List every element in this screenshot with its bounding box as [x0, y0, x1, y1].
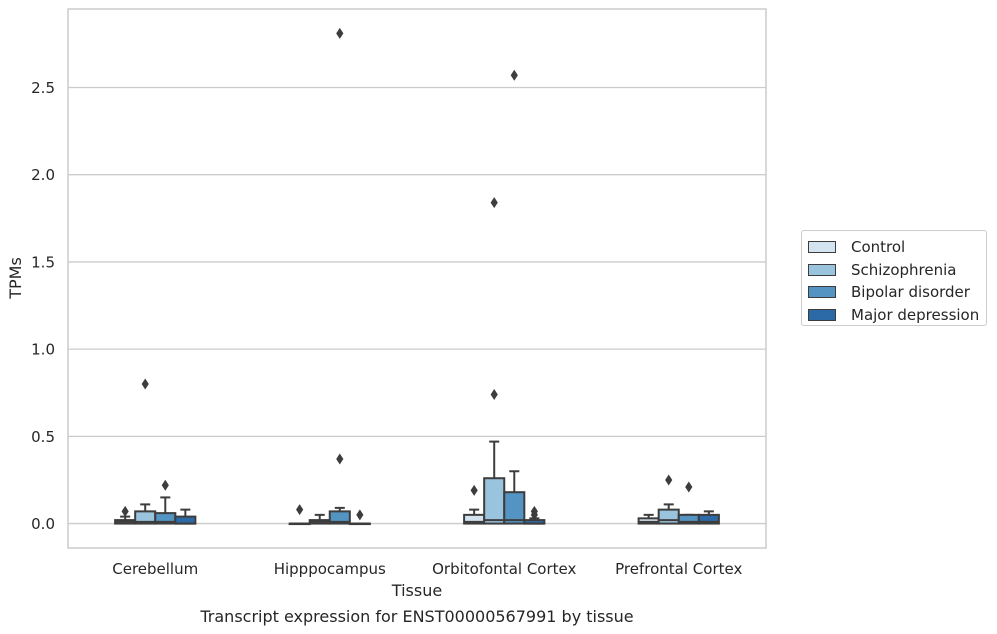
box-iqr: [503, 491, 526, 525]
legend-label-schizophrenia: Schizophrenia: [851, 260, 957, 279]
legend-item-major-depression: Major depression: [808, 304, 986, 327]
box-major-depression-prefrontal-cortex: [697, 510, 720, 525]
box-iqr: [483, 477, 506, 525]
box-major-depression-cerebellum: [174, 508, 197, 525]
box-bipolar-disorder-orbitofontal-cortex: [503, 69, 526, 525]
outlier-point: [161, 479, 169, 491]
box-control-hipppocampus: [288, 504, 311, 526]
box-iqr: [697, 513, 720, 525]
outlier-point: [665, 474, 673, 486]
plot-area-frame: [67, 8, 767, 549]
legend: Control Schizophrenia Bipolar disorder M…: [801, 230, 987, 326]
box-major-depression-orbitofontal-cortex: [523, 505, 546, 525]
legend-item-control: Control: [808, 236, 986, 259]
box-control-cerebellum: [114, 505, 137, 525]
box-schizophrenia-hipppocampus: [308, 513, 331, 525]
y-tick-label: 2.0: [31, 166, 55, 184]
legend-label-major-depression: Major depression: [851, 305, 980, 324]
legend-swatch-control: [808, 241, 836, 254]
y-tick-label: 0.0: [31, 515, 55, 533]
box-major-depression-hipppocampus: [348, 509, 371, 526]
outlier-point: [356, 509, 364, 521]
box-iqr: [657, 508, 680, 525]
legend-swatch-major-depression: [808, 308, 836, 321]
y-tick-label: 0.5: [31, 428, 55, 446]
box-control-prefrontal-cortex: [637, 513, 660, 525]
box-iqr: [174, 515, 197, 525]
x-tick-label: Cerebellum: [112, 560, 198, 578]
y-tick-labels: 0.0 0.5 1.0 1.5 2.0 2.5: [31, 79, 55, 533]
legend-swatch-bipolar-disorder: [808, 286, 836, 299]
y-tick-label: 2.5: [31, 79, 55, 97]
box-control-orbitofontal-cortex: [463, 484, 486, 525]
box-bipolar-disorder-prefrontal-cortex: [677, 481, 700, 525]
legend-swatch-schizophrenia: [808, 263, 836, 276]
y-axis-label: TPMs: [6, 257, 25, 300]
x-tick-labels: Cerebellum Hipppocampus Orbitofontal Corte…: [112, 560, 742, 578]
y-gridlines: [68, 86, 766, 525]
x-tick-label: Hipppocampus: [274, 560, 386, 578]
chart-title: Transcript expression for ENST0000056799…: [199, 607, 633, 626]
box-schizophrenia-cerebellum: [134, 378, 157, 525]
box-iqr: [328, 510, 351, 525]
outlier-point: [336, 453, 344, 465]
x-axis-label: Tissue: [391, 581, 442, 600]
y-tick-label: 1.0: [31, 341, 55, 359]
outlier-point: [490, 388, 498, 400]
boxes: [114, 27, 720, 526]
outlier-point: [470, 484, 478, 496]
x-tick-label: Orbitofontal Cortex: [432, 560, 576, 578]
outlier-point: [490, 197, 498, 209]
outlier-point: [530, 505, 538, 517]
legend-label-control: Control: [851, 238, 906, 257]
legend-item-schizophrenia: Schizophrenia: [808, 259, 986, 282]
outlier-point: [296, 504, 304, 516]
box-bipolar-disorder-hipppocampus: [328, 27, 351, 525]
outlier-point: [141, 378, 149, 390]
box-bipolar-disorder-cerebellum: [154, 479, 177, 525]
outlier-point: [685, 481, 693, 493]
outlier-point: [121, 505, 129, 517]
outlier-point: [510, 69, 518, 81]
outlier-point: [336, 27, 344, 39]
box-schizophrenia-orbitofontal-cortex: [483, 197, 506, 525]
x-tick-label: Prefrontal Cortex: [615, 560, 742, 578]
y-tick-label: 1.5: [31, 253, 55, 271]
legend-item-bipolar-disorder: Bipolar disorder: [808, 281, 986, 304]
box-schizophrenia-prefrontal-cortex: [657, 474, 680, 525]
legend-label-bipolar-disorder: Bipolar disorder: [851, 283, 970, 302]
